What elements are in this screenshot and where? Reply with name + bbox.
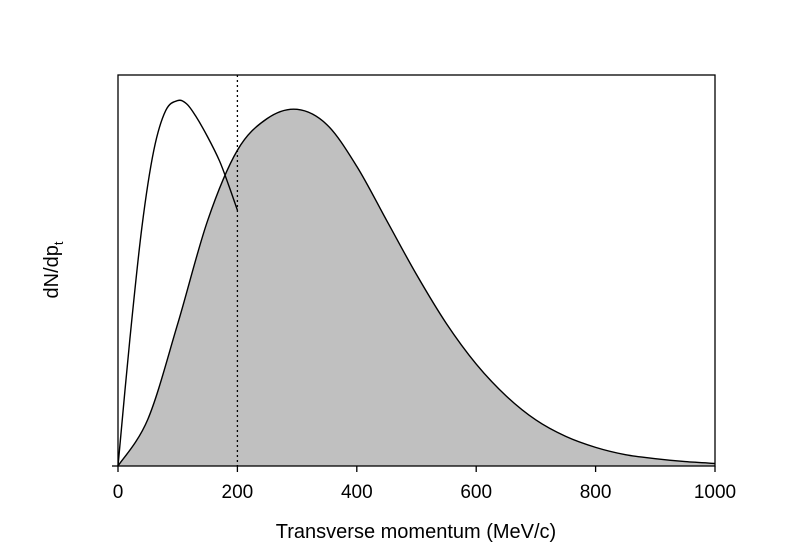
y-axis-title-main: dN/dp [41,245,63,298]
x-tick-label: 600 [460,482,492,503]
series-area-outline [117,108,716,467]
y-axis-title: dN/dpt [41,241,66,298]
x-tick-label: 400 [341,482,373,503]
series-line [117,99,239,467]
x-tick-label: 1000 [694,482,736,503]
plot-frame [117,74,716,467]
x-tick-label: 800 [580,482,612,503]
x-axis-title: Transverse momentum (MeV/c) [276,521,556,543]
series-area-fill [118,109,715,467]
y-axis-title-subscript: t [51,241,66,245]
x-tick-label: 0 [113,482,124,503]
x-axis: 0 200 400 600 800 1000 [112,465,736,503]
plot-area [117,75,716,467]
x-tick-label: 200 [222,482,254,503]
